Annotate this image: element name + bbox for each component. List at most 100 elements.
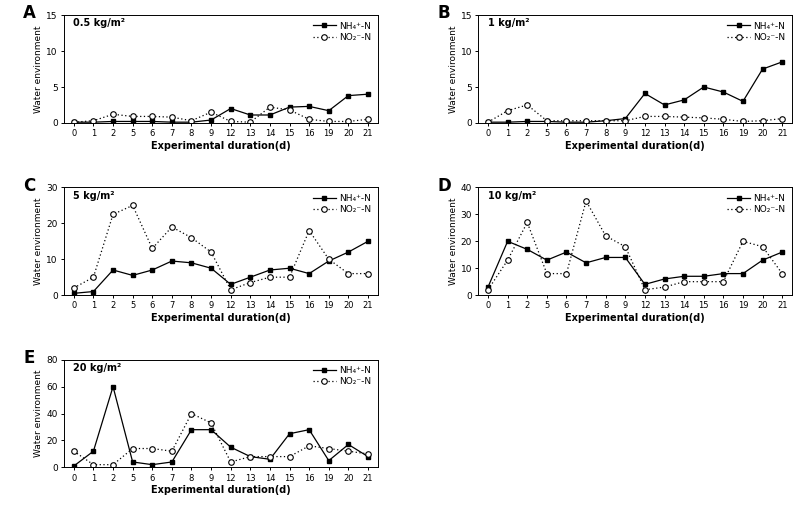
NH₄⁺-N: [363, 238, 373, 244]
NO₂⁻-N: [69, 448, 78, 454]
NH₄⁺-N: [206, 427, 216, 433]
Text: D: D: [438, 177, 451, 195]
NH₄⁺-N: [343, 441, 353, 448]
NH₄⁺-N: [601, 118, 610, 124]
NH₄⁺-N: [562, 119, 571, 125]
NH₄⁺-N: [69, 290, 78, 296]
NH₄⁺-N: [660, 276, 670, 282]
Text: 0.5 kg/m²: 0.5 kg/m²: [74, 18, 126, 28]
NO₂⁻-N: [147, 113, 157, 119]
Legend: NH₄⁺-N, NO₂⁻-N: NH₄⁺-N, NO₂⁻-N: [726, 192, 787, 216]
NH₄⁺-N: [503, 119, 513, 125]
NO₂⁻-N: [167, 114, 177, 120]
NO₂⁻-N: [343, 118, 353, 124]
NH₄⁺-N: [343, 92, 353, 99]
NO₂⁻-N: [89, 462, 98, 468]
NO₂⁻-N: [660, 284, 670, 290]
Text: E: E: [23, 349, 34, 367]
NO₂⁻-N: [246, 119, 255, 125]
NH₄⁺-N: [621, 255, 630, 261]
NO₂⁻-N: [483, 119, 493, 125]
NH₄⁺-N: [147, 118, 157, 124]
Line: NH₄⁺-N: NH₄⁺-N: [71, 384, 370, 468]
Text: A: A: [23, 5, 36, 22]
NH₄⁺-N: [147, 267, 157, 273]
NO₂⁻-N: [582, 198, 591, 204]
NO₂⁻-N: [265, 454, 274, 460]
NH₄⁺-N: [324, 258, 334, 264]
NO₂⁻-N: [542, 271, 552, 277]
X-axis label: Experimental duration(d): Experimental duration(d): [151, 313, 290, 323]
NH₄⁺-N: [601, 255, 610, 261]
NH₄⁺-N: [246, 274, 255, 280]
NH₄⁺-N: [718, 89, 728, 95]
NH₄⁺-N: [108, 118, 118, 124]
NO₂⁻-N: [69, 285, 78, 291]
NO₂⁻-N: [265, 274, 274, 280]
NH₄⁺-N: [89, 119, 98, 125]
NO₂⁻-N: [167, 448, 177, 454]
NO₂⁻-N: [128, 446, 138, 452]
NO₂⁻-N: [778, 115, 787, 121]
NH₄⁺-N: [108, 267, 118, 273]
NH₄⁺-N: [285, 265, 294, 271]
NH₄⁺-N: [304, 427, 314, 433]
NH₄⁺-N: [69, 119, 78, 125]
X-axis label: Experimental duration(d): Experimental duration(d): [566, 313, 705, 323]
NO₂⁻-N: [226, 118, 235, 124]
NH₄⁺-N: [483, 119, 493, 125]
Legend: NH₄⁺-N, NO₂⁻-N: NH₄⁺-N, NO₂⁻-N: [311, 192, 374, 216]
Line: NH₄⁺-N: NH₄⁺-N: [486, 239, 785, 290]
NO₂⁻-N: [128, 113, 138, 119]
NH₄⁺-N: [246, 454, 255, 460]
NO₂⁻-N: [285, 274, 294, 280]
NH₄⁺-N: [324, 458, 334, 464]
NO₂⁻-N: [621, 118, 630, 124]
Text: 1 kg/m²: 1 kg/m²: [488, 18, 529, 28]
NH₄⁺-N: [363, 91, 373, 97]
NO₂⁻-N: [679, 278, 689, 284]
NH₄⁺-N: [699, 84, 709, 90]
NH₄⁺-N: [324, 108, 334, 114]
NH₄⁺-N: [699, 273, 709, 279]
NO₂⁻-N: [265, 104, 274, 110]
NO₂⁻-N: [186, 235, 196, 241]
NO₂⁻-N: [640, 287, 650, 293]
NH₄⁺-N: [582, 119, 591, 125]
NH₄⁺-N: [483, 284, 493, 290]
NH₄⁺-N: [128, 459, 138, 465]
NO₂⁻-N: [226, 287, 235, 293]
NO₂⁻-N: [304, 116, 314, 122]
Legend: NH₄⁺-N, NO₂⁻-N: NH₄⁺-N, NO₂⁻-N: [311, 364, 374, 388]
NO₂⁻-N: [363, 271, 373, 277]
NO₂⁻-N: [562, 271, 571, 277]
NO₂⁻-N: [660, 113, 670, 119]
NH₄⁺-N: [128, 118, 138, 124]
Legend: NH₄⁺-N, NO₂⁻-N: NH₄⁺-N, NO₂⁻-N: [311, 20, 374, 44]
NH₄⁺-N: [343, 249, 353, 255]
NH₄⁺-N: [542, 257, 552, 263]
NO₂⁻-N: [363, 451, 373, 457]
NH₄⁺-N: [522, 246, 532, 252]
NO₂⁻-N: [601, 118, 610, 124]
NH₄⁺-N: [167, 258, 177, 264]
NO₂⁻-N: [206, 420, 216, 426]
NH₄⁺-N: [640, 281, 650, 288]
NH₄⁺-N: [147, 462, 157, 468]
NO₂⁻-N: [738, 238, 748, 244]
NO₂⁻-N: [147, 245, 157, 251]
NH₄⁺-N: [128, 272, 138, 278]
NH₄⁺-N: [621, 115, 630, 121]
NH₄⁺-N: [226, 281, 235, 288]
NH₄⁺-N: [69, 463, 78, 469]
NH₄⁺-N: [89, 289, 98, 295]
NH₄⁺-N: [679, 97, 689, 103]
Line: NH₄⁺-N: NH₄⁺-N: [486, 59, 785, 124]
Y-axis label: Water environment: Water environment: [34, 25, 43, 113]
NO₂⁻-N: [718, 278, 728, 284]
NO₂⁻-N: [89, 118, 98, 124]
NO₂⁻-N: [522, 219, 532, 226]
X-axis label: Experimental duration(d): Experimental duration(d): [566, 141, 705, 151]
NH₄⁺-N: [285, 431, 294, 437]
NO₂⁻-N: [89, 274, 98, 280]
